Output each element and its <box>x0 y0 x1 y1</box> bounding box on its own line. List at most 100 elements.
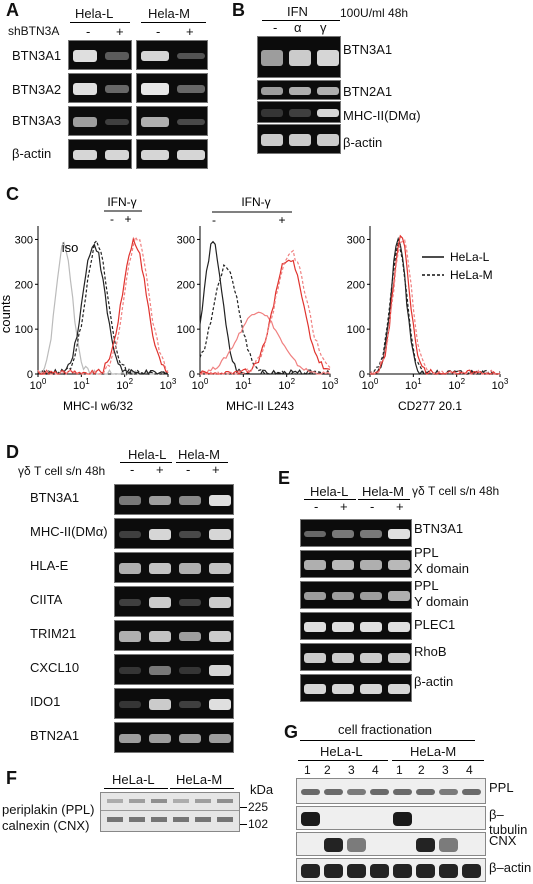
band-d-r6-l1 <box>118 667 142 674</box>
gel-strip-a-1-2 <box>136 40 208 70</box>
band-a-r3-l3 <box>141 117 169 127</box>
legend-hela-m: HeLa-M <box>450 268 493 282</box>
panel-e-row-5-line-1: RhoB <box>414 644 447 659</box>
band-d-r4-l3 <box>178 599 202 606</box>
panel-b-row-4: β-actin <box>343 135 383 150</box>
band-a-r4-l1 <box>72 149 98 161</box>
panel-d-row-4: CIITA <box>30 592 63 607</box>
band-d-r5-l2 <box>148 631 172 642</box>
gel-g-row-4 <box>296 858 486 882</box>
band-d-r1-l1 <box>118 496 142 505</box>
plot3-ytick-label-3: 300 <box>347 234 365 246</box>
band-f-ppl-5 <box>195 799 211 803</box>
band-e-r2-l4 <box>388 560 410 570</box>
panel-d-row-1: BTN3A1 <box>30 490 80 505</box>
panel-g-group2: HeLa-M <box>410 744 457 759</box>
band-b-r2-l2 <box>289 87 311 95</box>
band-a-r3-l4 <box>177 118 205 126</box>
panel-g-title-line <box>300 740 475 741</box>
band-e-r3-l1 <box>304 591 326 601</box>
panel-a-group1: Hela-L <box>75 6 114 21</box>
band-g-r3-l7 <box>439 837 458 853</box>
band-d-r1-l4 <box>208 494 232 507</box>
plot2-curve-2 <box>199 263 331 375</box>
band-d-r3-l4 <box>208 563 232 574</box>
panel-e-group2-line <box>358 499 410 500</box>
band-e-r1-l4 <box>388 528 410 540</box>
band-d-r3-l3 <box>178 563 202 574</box>
band-g-r3-l6 <box>416 837 435 853</box>
panel-e-sign-3: - <box>370 499 375 514</box>
band-d-r3-l1 <box>118 563 142 574</box>
panel-d-row-2: MHC-II(DMα) <box>30 524 108 539</box>
panel-a-row-1: BTN3A1 <box>12 48 62 63</box>
band-f-cnx-1 <box>107 817 123 822</box>
plot1-ytick-label-3: 300 <box>15 234 33 246</box>
band-d-r7-l1 <box>118 701 142 708</box>
band-d-r7-l3 <box>178 701 202 708</box>
band-e-r5-l1 <box>304 653 326 663</box>
plot3-curve-3 <box>370 234 501 376</box>
gel-strip-b-2-1 <box>257 80 341 100</box>
plot1-ifn-label: IFN-γ <box>107 195 136 209</box>
gel-strip-a-2-1 <box>68 73 132 103</box>
band-d-r1-l2 <box>148 495 172 506</box>
band-b-r3-l2 <box>289 108 311 118</box>
panel-g-label: G <box>284 722 299 742</box>
plot2-curve-1 <box>199 240 330 375</box>
band-e-r4-l4 <box>388 621 410 633</box>
band-e-r1-l1 <box>304 530 326 538</box>
band-d-r8-l3 <box>178 733 202 744</box>
panel-e-treatment: γδ T cell s/n 48h <box>412 484 500 498</box>
band-d-r8-l1 <box>118 733 142 744</box>
band-d-r3-l2 <box>148 563 172 574</box>
band-d-r4-l4 <box>208 596 232 608</box>
band-d-r7-l4 <box>208 698 232 711</box>
band-g-r1-l6 <box>416 789 435 795</box>
band-f-cnx-2 <box>129 817 145 822</box>
band-g-r1-l7 <box>439 789 458 795</box>
plot2-xtick-label-1: 101 <box>235 377 252 392</box>
panel-e-group1-line <box>304 499 356 500</box>
panel-g-row-1: PPL <box>489 780 514 795</box>
band-a-r1-l2 <box>104 52 130 60</box>
gel-strip-b-1-1 <box>257 36 341 78</box>
panel-g-lane-3: 3 <box>348 763 355 777</box>
plot1-xtick-label-2: 102 <box>116 377 133 392</box>
plot1-sign-plus: + <box>124 212 131 226</box>
plot3-xtick-label-3: 103 <box>492 377 509 392</box>
band-d-r1-l3 <box>178 496 202 505</box>
panel-a-group2-line <box>141 22 206 23</box>
panel-e-row-3-line-2: Y domain <box>414 594 469 609</box>
band-a-r1-l3 <box>141 50 169 62</box>
panel-d-row-8: BTN2A1 <box>30 728 80 743</box>
panel-d-group2-line <box>176 462 228 463</box>
panel-d-row-3: HLA-E <box>30 558 69 573</box>
band-d-r2-l2 <box>148 528 172 541</box>
panel-b-label: B <box>232 0 245 20</box>
band-b-r3-l3 <box>317 108 339 118</box>
panel-d-sign-4: + <box>212 462 220 477</box>
band-g-r4-l5 <box>393 863 412 879</box>
panel-b-condition: 100U/ml 48h <box>340 6 409 20</box>
band-g-r4-l1 <box>301 863 320 879</box>
band-g-r4-l2 <box>324 863 343 879</box>
band-e-r1-l3 <box>360 530 382 538</box>
panel-g-lane-8: 4 <box>466 763 473 777</box>
band-g-r4-l6 <box>416 863 435 879</box>
band-b-r3-l1 <box>261 108 283 118</box>
gel-strip-d-6-1 <box>114 654 234 685</box>
band-d-r5-l1 <box>118 631 142 642</box>
panel-g-lane-1: 1 <box>304 763 311 777</box>
gel-g-row-1 <box>296 778 486 804</box>
panel-a-label: A <box>6 0 19 20</box>
gel-f-divider <box>101 810 239 811</box>
panel-g-lane-6: 2 <box>418 763 425 777</box>
gel-strip-a-3-1 <box>68 106 132 136</box>
panel-d-sign-3: - <box>186 462 191 477</box>
panel-a-sign-1: - <box>86 24 91 39</box>
plot2-curve-3 <box>199 311 331 375</box>
gel-strip-d-1-1 <box>114 484 234 515</box>
